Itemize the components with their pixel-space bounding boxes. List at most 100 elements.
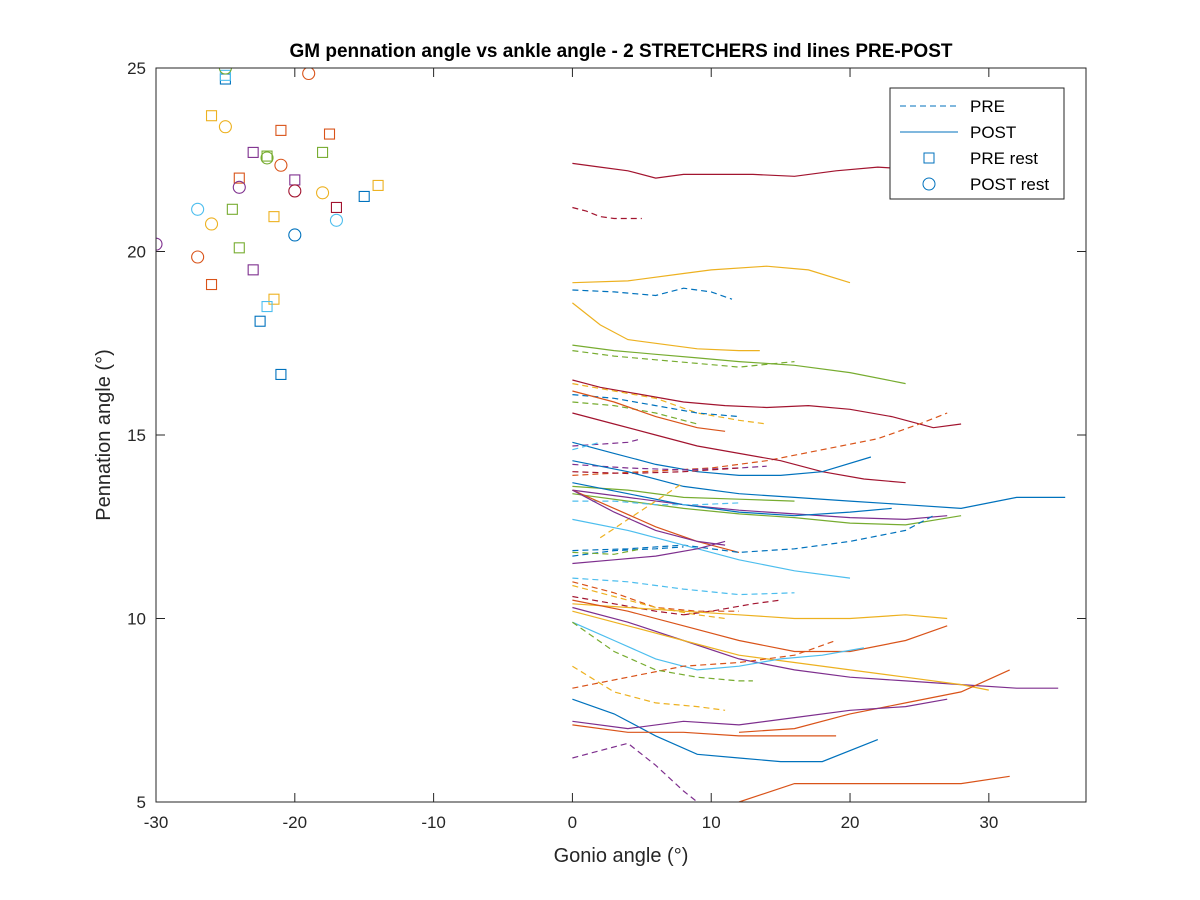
pre-series-line [572, 577, 795, 596]
pre-rest-point [372, 179, 384, 191]
legend-box [889, 87, 1065, 200]
pre-series-line [572, 742, 698, 802]
pre-series-line [572, 548, 642, 555]
post-series-line [572, 599, 948, 653]
chart-title: GM pennation angle vs ankle angle - 2 ST… [289, 41, 952, 62]
pre-rest-point [323, 128, 336, 140]
pre-rest-point [317, 146, 329, 158]
post-rest-point [218, 68, 232, 75]
post-series-line [572, 621, 865, 671]
legend-pre-rest-marker [923, 152, 935, 164]
post-rest-point [329, 213, 343, 227]
pre-rest-point [205, 110, 218, 122]
post-series-line [572, 482, 892, 517]
pre-rest-point [205, 278, 218, 291]
pre-rest-point [226, 203, 238, 215]
legend: PRE POST PRE rest POST rest [889, 87, 1065, 200]
y-tick-label: 25 [127, 59, 146, 78]
x-tick-label: -10 [421, 813, 446, 832]
post-series-line [572, 390, 726, 432]
pre-rest-point [219, 69, 231, 81]
post-series-line [572, 610, 989, 691]
post-series-line [572, 302, 760, 352]
post-series-line [572, 489, 726, 546]
post-rest-point [260, 151, 274, 165]
post-series-line [572, 493, 962, 526]
post-rest-point [232, 180, 246, 194]
x-axis-label: Gonio angle (°) [554, 845, 689, 867]
pre-series-line [572, 500, 740, 506]
post-series-line [738, 775, 1010, 802]
pre-rest-point [247, 264, 259, 276]
post-series-line [572, 489, 948, 521]
post-series-line [572, 540, 726, 565]
x-tick-label: 20 [841, 813, 860, 832]
post-rest-point [156, 237, 163, 251]
pre-rest-point [330, 201, 342, 214]
legend-post-rest-label: POST rest [970, 175, 1049, 194]
post-series-line [572, 460, 1066, 510]
pre-rest-point [268, 293, 280, 305]
pre-series-line [572, 412, 948, 476]
y-tick-label: 10 [127, 610, 146, 629]
pre-series-line [572, 350, 795, 368]
pre-series-line [572, 441, 601, 451]
pre-rest-point [254, 315, 266, 327]
post-series-line [572, 606, 1059, 689]
post-series-line [572, 344, 906, 385]
pre-series-line [572, 463, 767, 471]
pre-rest-point [358, 190, 370, 202]
pre-series-line [572, 438, 642, 447]
post-series-line [572, 379, 962, 429]
pre-rest-point [233, 242, 245, 254]
pre-series-line [572, 665, 726, 711]
pre-rest-point [268, 211, 280, 223]
pre-series-line [572, 383, 767, 425]
post-series-line [572, 485, 795, 502]
x-tick-label: -30 [144, 813, 169, 832]
pre-series-line [572, 639, 837, 689]
y-tick-label: 5 [137, 793, 146, 812]
post-rest-point [191, 202, 205, 216]
pre-rest-point [261, 150, 273, 162]
post-series-line [572, 518, 851, 579]
post-series-line [572, 698, 948, 730]
pre-series-line [572, 467, 740, 475]
legend-pre-rest-label: PRE rest [970, 149, 1038, 168]
x-tick-label: 30 [979, 813, 998, 832]
ticks: -30 -20 -10 0 10 20 30 5 10 15 20 25 [127, 59, 1086, 832]
y-axis-label: Pennation angle (°) [93, 349, 115, 520]
x-tick-label: 10 [702, 813, 721, 832]
pre-series-line [599, 482, 684, 539]
pre-rest-point [275, 368, 287, 380]
y-tick-label: 20 [127, 243, 146, 262]
post-series-line [572, 265, 851, 284]
pre-series-line [572, 515, 934, 554]
post-rest-point [218, 120, 232, 134]
pre-rest-point [247, 146, 259, 158]
post-rest-point [288, 184, 302, 198]
pre-rest-point [275, 124, 287, 136]
pre-series-line [572, 287, 733, 300]
pre-series-line [572, 581, 739, 612]
post-rest-point [204, 217, 219, 231]
legend-post-rest-marker [922, 177, 936, 191]
post-series-line [572, 603, 948, 620]
x-tick-label: -20 [283, 813, 308, 832]
pre-rest-point [261, 300, 273, 313]
legend-post-label: POST [970, 123, 1016, 142]
post-series-line [572, 724, 837, 737]
post-series-line [572, 441, 872, 476]
pre-rest-point [233, 172, 245, 184]
post-series-line [572, 698, 879, 763]
post-rest-point [316, 186, 330, 200]
post-rest-point [274, 158, 288, 172]
post-rest-point [288, 228, 302, 242]
post-series-line [572, 162, 906, 179]
plot-area [156, 68, 1066, 802]
pre-series-line [683, 599, 781, 616]
x-tick-label: 0 [568, 813, 577, 832]
post-rest-point [302, 68, 316, 81]
post-series-line [572, 412, 906, 484]
